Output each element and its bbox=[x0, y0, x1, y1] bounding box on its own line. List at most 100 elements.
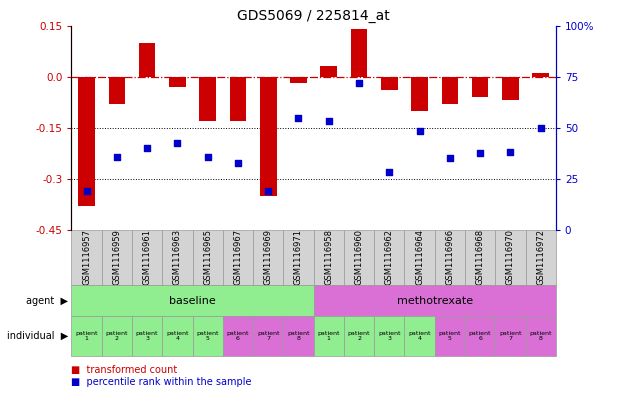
Text: patient
7: patient 7 bbox=[257, 331, 279, 342]
Text: patient
8: patient 8 bbox=[530, 331, 552, 342]
Text: GSM1116960: GSM1116960 bbox=[355, 230, 363, 285]
FancyBboxPatch shape bbox=[314, 316, 344, 356]
Text: GSM1116965: GSM1116965 bbox=[203, 230, 212, 285]
Bar bbox=[169, 77, 186, 87]
Bar bbox=[472, 77, 489, 97]
Text: GSM1116957: GSM1116957 bbox=[82, 230, 91, 285]
Bar bbox=[502, 77, 519, 101]
FancyBboxPatch shape bbox=[525, 316, 556, 356]
Bar bbox=[230, 77, 247, 121]
Bar bbox=[320, 66, 337, 77]
Text: GSM1116959: GSM1116959 bbox=[112, 230, 121, 285]
Text: GSM1116962: GSM1116962 bbox=[385, 230, 394, 285]
Point bbox=[384, 169, 394, 175]
Text: patient
2: patient 2 bbox=[348, 331, 370, 342]
Text: patient
8: patient 8 bbox=[288, 331, 310, 342]
FancyBboxPatch shape bbox=[162, 230, 193, 285]
FancyBboxPatch shape bbox=[283, 230, 314, 285]
Text: GSM1116966: GSM1116966 bbox=[445, 230, 455, 285]
FancyBboxPatch shape bbox=[193, 316, 223, 356]
Text: patient
2: patient 2 bbox=[106, 331, 128, 342]
Text: methotrexate: methotrexate bbox=[397, 296, 473, 306]
Text: GSM1116971: GSM1116971 bbox=[294, 230, 303, 285]
Text: patient
3: patient 3 bbox=[378, 331, 401, 342]
Text: ■  percentile rank within the sample: ■ percentile rank within the sample bbox=[71, 377, 252, 387]
Text: individual  ▶: individual ▶ bbox=[7, 331, 68, 341]
Text: patient
7: patient 7 bbox=[499, 331, 522, 342]
Text: patient
6: patient 6 bbox=[469, 331, 491, 342]
Bar bbox=[351, 29, 368, 77]
FancyBboxPatch shape bbox=[253, 230, 283, 285]
FancyBboxPatch shape bbox=[465, 316, 495, 356]
FancyBboxPatch shape bbox=[283, 316, 314, 356]
FancyBboxPatch shape bbox=[314, 230, 344, 285]
FancyBboxPatch shape bbox=[71, 285, 314, 316]
Text: patient
6: patient 6 bbox=[227, 331, 249, 342]
Bar bbox=[290, 77, 307, 83]
Point bbox=[233, 160, 243, 167]
FancyBboxPatch shape bbox=[193, 230, 223, 285]
FancyBboxPatch shape bbox=[102, 230, 132, 285]
Text: patient
5: patient 5 bbox=[196, 331, 219, 342]
Text: baseline: baseline bbox=[169, 296, 216, 306]
Text: GSM1116964: GSM1116964 bbox=[415, 230, 424, 285]
FancyBboxPatch shape bbox=[404, 316, 435, 356]
Point bbox=[445, 155, 455, 162]
FancyBboxPatch shape bbox=[465, 230, 495, 285]
Text: GSM1116972: GSM1116972 bbox=[536, 230, 545, 285]
Point bbox=[202, 154, 212, 160]
Text: GSM1116963: GSM1116963 bbox=[173, 230, 182, 285]
Text: patient
5: patient 5 bbox=[438, 331, 461, 342]
Bar bbox=[199, 77, 216, 121]
FancyBboxPatch shape bbox=[71, 230, 102, 285]
Text: GSM1116970: GSM1116970 bbox=[506, 230, 515, 285]
FancyBboxPatch shape bbox=[71, 316, 102, 356]
Text: GSM1116967: GSM1116967 bbox=[233, 230, 242, 285]
Point bbox=[112, 154, 122, 160]
Text: agent  ▶: agent ▶ bbox=[26, 296, 68, 306]
Point bbox=[505, 149, 515, 155]
Point bbox=[475, 150, 485, 156]
Point bbox=[173, 140, 183, 146]
FancyBboxPatch shape bbox=[374, 230, 404, 285]
Text: GSM1116958: GSM1116958 bbox=[324, 230, 333, 285]
Bar bbox=[411, 77, 428, 111]
Text: GSM1116968: GSM1116968 bbox=[476, 230, 484, 285]
FancyBboxPatch shape bbox=[495, 316, 525, 356]
Text: patient
4: patient 4 bbox=[409, 331, 431, 342]
FancyBboxPatch shape bbox=[435, 230, 465, 285]
FancyBboxPatch shape bbox=[102, 316, 132, 356]
Point bbox=[324, 118, 333, 124]
Point bbox=[415, 128, 425, 134]
Point bbox=[354, 80, 364, 86]
FancyBboxPatch shape bbox=[495, 230, 525, 285]
FancyBboxPatch shape bbox=[314, 285, 556, 316]
FancyBboxPatch shape bbox=[253, 316, 283, 356]
FancyBboxPatch shape bbox=[344, 316, 374, 356]
Title: GDS5069 / 225814_at: GDS5069 / 225814_at bbox=[237, 9, 390, 23]
Text: patient
1: patient 1 bbox=[317, 331, 340, 342]
Text: ■  transformed count: ■ transformed count bbox=[71, 365, 178, 375]
Bar bbox=[381, 77, 397, 90]
Text: patient
3: patient 3 bbox=[136, 331, 158, 342]
Text: GSM1116969: GSM1116969 bbox=[264, 230, 273, 285]
Point bbox=[294, 114, 304, 121]
Point bbox=[81, 187, 91, 194]
FancyBboxPatch shape bbox=[132, 230, 162, 285]
Bar bbox=[532, 73, 549, 77]
Bar bbox=[78, 77, 95, 206]
Point bbox=[142, 145, 152, 151]
Text: patient
1: patient 1 bbox=[75, 331, 97, 342]
FancyBboxPatch shape bbox=[344, 230, 374, 285]
Bar bbox=[138, 42, 155, 77]
FancyBboxPatch shape bbox=[132, 316, 162, 356]
Bar bbox=[442, 77, 458, 104]
FancyBboxPatch shape bbox=[525, 230, 556, 285]
Point bbox=[263, 187, 273, 194]
Text: GSM1116961: GSM1116961 bbox=[143, 230, 152, 285]
Point bbox=[536, 125, 546, 131]
FancyBboxPatch shape bbox=[435, 316, 465, 356]
FancyBboxPatch shape bbox=[162, 316, 193, 356]
Bar bbox=[260, 77, 276, 196]
FancyBboxPatch shape bbox=[374, 316, 404, 356]
